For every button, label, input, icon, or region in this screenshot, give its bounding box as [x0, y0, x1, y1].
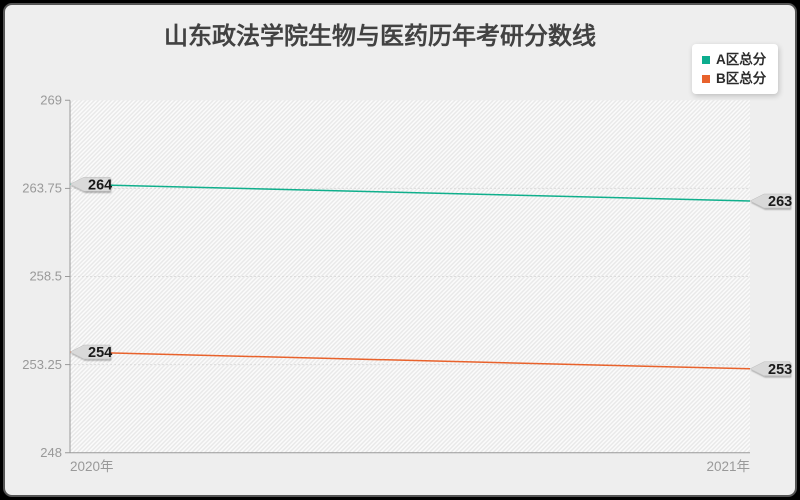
svg-text:253: 253 [768, 362, 792, 378]
svg-text:254: 254 [88, 345, 112, 361]
svg-text:269: 269 [40, 93, 62, 108]
svg-text:264: 264 [88, 177, 112, 193]
svg-text:263.75: 263.75 [22, 181, 62, 196]
svg-text:2020年: 2020年 [70, 459, 114, 474]
svg-text:263: 263 [768, 194, 792, 210]
svg-text:2021年: 2021年 [706, 459, 750, 474]
svg-text:258.5: 258.5 [29, 269, 62, 284]
svg-text:248: 248 [40, 445, 62, 460]
svg-text:253.25: 253.25 [22, 357, 62, 372]
